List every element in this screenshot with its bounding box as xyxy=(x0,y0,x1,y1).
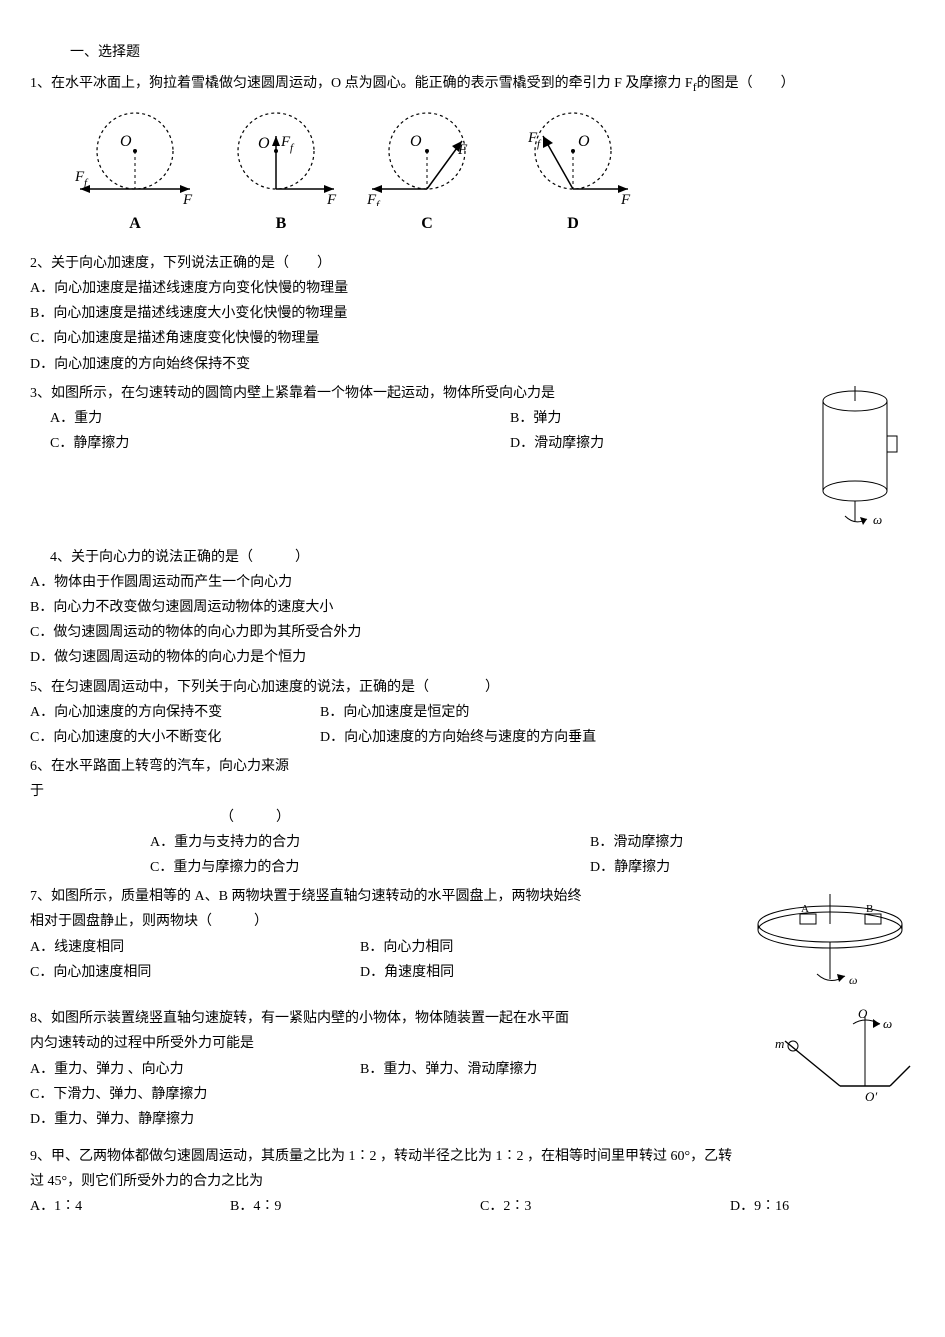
question-6: 6、在水平路面上转弯的汽车，向心力来源 于 （ ） A．重力与支持力的合力 B．… xyxy=(30,754,915,880)
q4-d: D．做匀速圆周运动的物体的向心力是个恒力 xyxy=(30,645,915,670)
q7-figure: A B ω xyxy=(745,884,915,994)
q5-b: B．向心加速度是恒定的 xyxy=(320,700,469,725)
question-8: O m ω O′ 8、如图所示装置绕竖直轴匀速旋转，有一紧贴内壁的小物体，物体随… xyxy=(30,1006,915,1132)
q4-stem: 4、关于向心力的说法正确的是（ ） xyxy=(50,545,915,570)
svg-text:O: O xyxy=(258,135,270,152)
q3-a: A．重力 xyxy=(50,406,510,431)
question-9: 9、甲、乙两物体都做匀速圆周运动，其质量之比为 1∶2 ，转动半径之比为 1∶2… xyxy=(30,1144,915,1220)
svg-text:ω: ω xyxy=(883,1016,892,1031)
svg-text:O: O xyxy=(410,133,422,150)
question-7: A B ω 7、如图所示，质量相等的 A、B 两物块置于绕竖直轴匀速转动的水平圆… xyxy=(30,884,915,994)
q7-a: A．线速度相同 xyxy=(30,935,360,960)
q3-c: C．静摩擦力 xyxy=(50,431,510,456)
question-2: 2、关于向心加速度，下列说法正确的是（ ） A．向心加速度是描述线速度方向变化快… xyxy=(30,251,915,377)
q8-d: D．重力、弹力、静摩擦力 xyxy=(30,1107,915,1132)
q1-fig-d: O F f F D xyxy=(508,106,638,239)
q4-a: A．物体由于作圆周运动而产生一个向心力 xyxy=(30,570,915,595)
question-3: ω 3、如图所示，在匀速转动的圆筒内壁上紧靠着一个物体一起运动，物体所受向心力是… xyxy=(30,381,915,531)
q9-b: B．4∶9 xyxy=(230,1194,480,1219)
q1-label-a: A xyxy=(129,210,141,239)
q8-b: B．重力、弹力、滑动摩擦力 xyxy=(360,1057,537,1082)
q1-label-d: D xyxy=(567,210,579,239)
q6-d: D．静摩擦力 xyxy=(590,855,670,880)
q5-d: D．向心加速度的方向始终与速度的方向垂直 xyxy=(320,725,596,750)
question-5: 5、在匀速圆周运动中，下列关于向心加速度的说法，正确的是（ ） A．向心加速度的… xyxy=(30,675,915,751)
q9-d: D．9∶16 xyxy=(730,1194,789,1219)
q1-fig-b: O F f F B xyxy=(216,106,346,239)
question-4: 4、关于向心力的说法正确的是（ ） A．物体由于作圆周运动而产生一个向心力 B．… xyxy=(30,545,915,671)
q9-a: A．1∶4 xyxy=(30,1194,230,1219)
q6-a: A．重力与支持力的合力 xyxy=(150,830,590,855)
svg-text:ω: ω xyxy=(873,512,882,527)
q1-figure-row: O F f F A O F f F xyxy=(70,106,915,239)
q7-c: C．向心加速度相同 xyxy=(30,960,360,985)
q3-figure: ω xyxy=(805,381,915,531)
svg-text:O: O xyxy=(120,133,132,150)
svg-text:B: B xyxy=(866,903,873,915)
q8-a: A．重力、弹力 、向心力 xyxy=(30,1057,360,1082)
svg-text:f: f xyxy=(290,142,295,154)
question-1: 1、在水平冰面上，狗拉着雪橇做匀速圆周运动，O 点为圆心。能正确的表示雪橇受到的… xyxy=(30,71,915,98)
svg-text:f: f xyxy=(537,138,542,150)
svg-text:F: F xyxy=(182,192,193,206)
q2-c: C．向心加速度是描述角速度变化快慢的物理量 xyxy=(30,326,915,351)
svg-text:f: f xyxy=(376,199,381,206)
svg-text:A: A xyxy=(801,903,809,915)
section-title: 一、选择题 xyxy=(70,40,915,65)
svg-text:F: F xyxy=(620,192,631,206)
svg-text:m: m xyxy=(775,1036,784,1051)
q7-b: B．向心力相同 xyxy=(360,935,453,960)
q3-b: B．弹力 xyxy=(510,406,770,431)
q1-label-c: C xyxy=(421,210,433,239)
q2-stem: 2、关于向心加速度，下列说法正确的是（ ） xyxy=(30,251,915,276)
q4-c: C．做匀速圆周运动的物体的向心力即为其所受合外力 xyxy=(30,620,915,645)
q1-label-b: B xyxy=(276,210,287,239)
q2-d: D．向心加速度的方向始终保持不变 xyxy=(30,352,915,377)
q1-stem-end: 的图是（ ） xyxy=(697,76,795,91)
q2-a: A．向心加速度是描述线速度方向变化快慢的物理量 xyxy=(30,276,915,301)
q6-stem1: 6、在水平路面上转弯的汽车，向心力来源 xyxy=(30,754,915,779)
q8-figure: O m ω O′ xyxy=(765,1006,915,1106)
q1-stem: 1、在水平冰面上，狗拉着雪橇做匀速圆周运动，O 点为圆心。能正确的表示雪橇受到的… xyxy=(30,76,693,91)
q1-fig-c: O F f F C xyxy=(362,106,492,239)
q6-b: B．滑动摩擦力 xyxy=(590,830,683,855)
q5-a: A．向心加速度的方向保持不变 xyxy=(30,700,320,725)
q9-stem2: 过 45°，则它们所受外力的合力之比为 xyxy=(30,1169,915,1194)
svg-text:F: F xyxy=(457,142,468,158)
q4-b: B．向心力不改变做匀速圆周运动物体的速度大小 xyxy=(30,595,915,620)
q5-c: C．向心加速度的大小不断变化 xyxy=(30,725,320,750)
q6-c: C．重力与摩擦力的合力 xyxy=(150,855,590,880)
svg-text:F: F xyxy=(326,192,337,206)
q3-stem: 3、如图所示，在匀速转动的圆筒内壁上紧靠着一个物体一起运动，物体所受向心力是 xyxy=(30,381,915,406)
q9-c: C．2∶3 xyxy=(480,1194,730,1219)
q5-stem: 5、在匀速圆周运动中，下列关于向心加速度的说法，正确的是（ ） xyxy=(30,675,915,700)
q2-b: B．向心加速度是描述线速度大小变化快慢的物理量 xyxy=(30,301,915,326)
q7-d: D．角速度相同 xyxy=(360,960,454,985)
q1-fig-a: O F f F A xyxy=(70,106,200,239)
q9-stem1: 9、甲、乙两物体都做匀速圆周运动，其质量之比为 1∶2 ，转动半径之比为 1∶2… xyxy=(30,1144,915,1169)
svg-text:ω: ω xyxy=(849,973,857,987)
svg-text:O: O xyxy=(578,133,590,150)
q3-d: D．滑动摩擦力 xyxy=(510,431,770,456)
q6-blank: （ ） xyxy=(220,805,915,830)
svg-text:O: O xyxy=(858,1006,868,1021)
svg-text:O′: O′ xyxy=(865,1089,877,1104)
q6-stem2: 于 xyxy=(30,779,915,804)
